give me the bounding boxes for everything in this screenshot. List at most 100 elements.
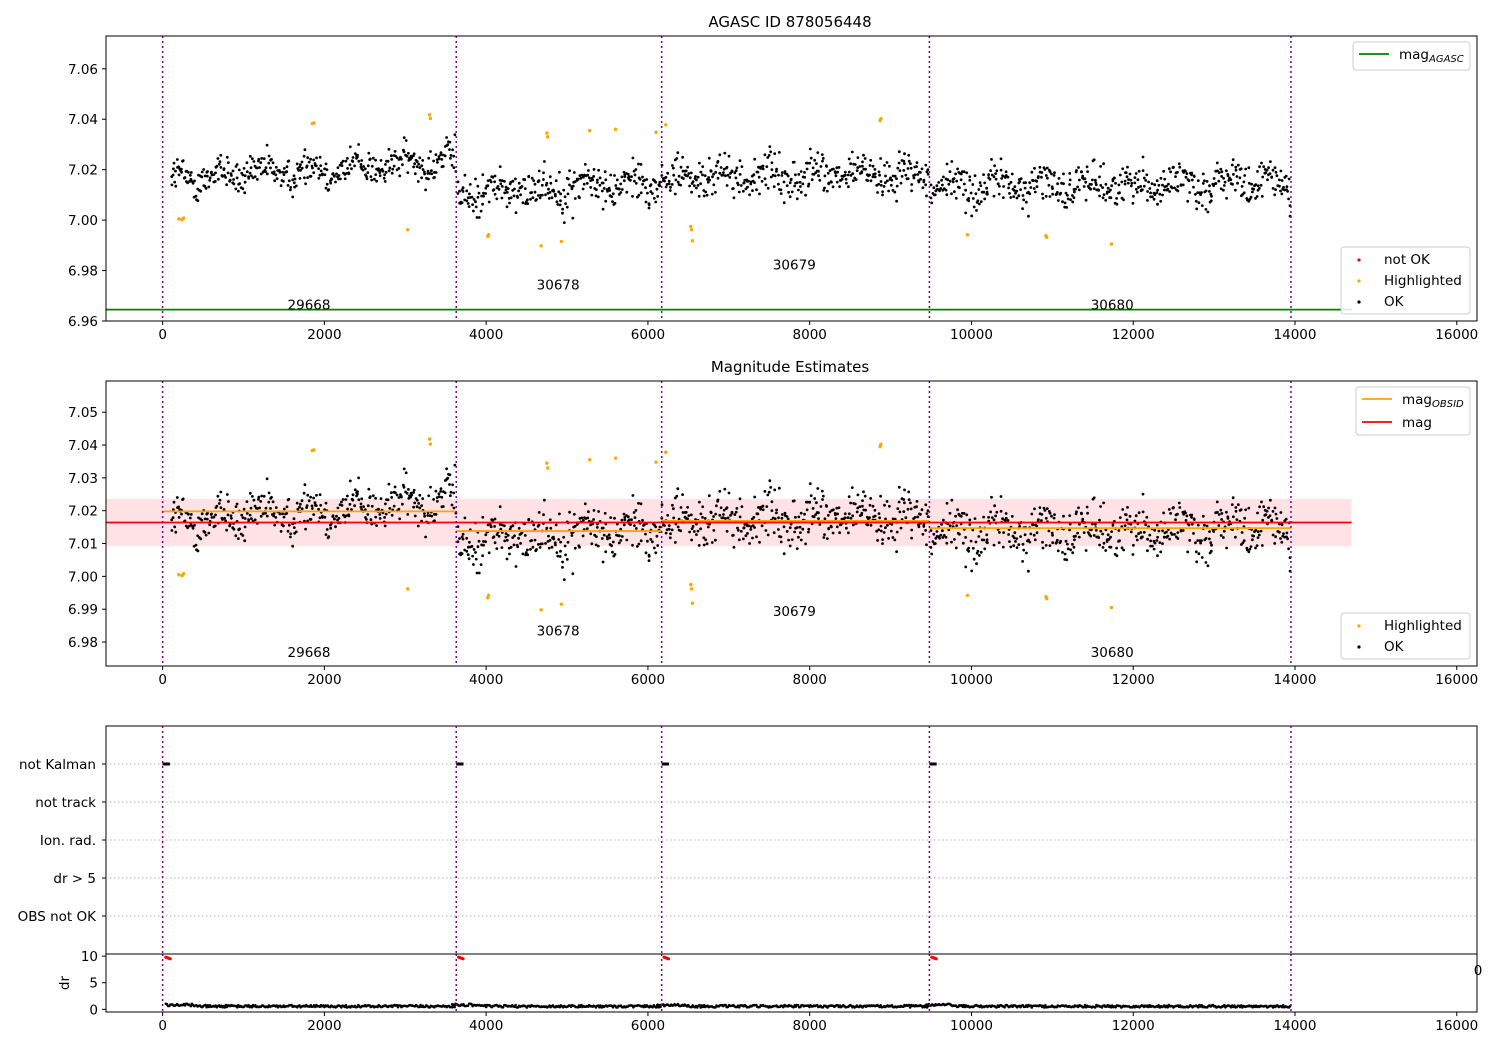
ok-point bbox=[1115, 197, 1118, 200]
ok-point bbox=[390, 158, 394, 161]
ok-point bbox=[763, 153, 767, 157]
ok-point bbox=[748, 542, 751, 545]
ok-point bbox=[734, 169, 738, 173]
ok-point bbox=[929, 529, 933, 532]
ok-point bbox=[799, 170, 803, 173]
ok-point bbox=[882, 185, 886, 188]
ok-point bbox=[401, 163, 404, 167]
ok-point bbox=[420, 164, 424, 168]
ok-point bbox=[552, 188, 555, 192]
ok-point bbox=[902, 510, 906, 513]
ok-point bbox=[1203, 523, 1206, 527]
ok-point bbox=[1133, 176, 1137, 180]
ok-point bbox=[468, 540, 471, 544]
ok-point bbox=[282, 167, 286, 170]
ok-point bbox=[930, 201, 934, 205]
ok-point bbox=[785, 515, 789, 518]
ok-point bbox=[1013, 531, 1017, 535]
ok-point bbox=[877, 170, 881, 174]
legend-obsid-label: magOBSID bbox=[1402, 392, 1464, 410]
ok-point bbox=[1285, 185, 1289, 189]
ok-point bbox=[843, 173, 847, 177]
ok-point bbox=[1184, 170, 1187, 173]
ok-point bbox=[601, 560, 605, 564]
ok-point bbox=[729, 514, 732, 517]
ok-point bbox=[999, 495, 1003, 498]
ok-point bbox=[992, 175, 996, 179]
ok-point bbox=[177, 173, 181, 177]
dr-point bbox=[651, 1006, 654, 1009]
ok-point bbox=[265, 143, 269, 147]
ok-point bbox=[977, 535, 981, 538]
ok-point bbox=[1033, 507, 1036, 511]
ok-point bbox=[196, 199, 200, 203]
ok-point bbox=[860, 511, 864, 515]
ok-point bbox=[529, 197, 532, 201]
ok-point bbox=[820, 489, 824, 493]
ok-point bbox=[441, 505, 445, 508]
ok-point bbox=[603, 170, 607, 174]
ok-point bbox=[1146, 199, 1149, 202]
ok-point bbox=[1019, 535, 1022, 538]
ok-point bbox=[863, 157, 867, 160]
ok-point bbox=[780, 174, 784, 177]
ok-point bbox=[323, 508, 326, 511]
ok-point bbox=[335, 172, 338, 176]
ok-point bbox=[1190, 522, 1194, 526]
ok-point bbox=[554, 543, 557, 547]
ok-point bbox=[1279, 169, 1283, 173]
ok-point bbox=[868, 503, 872, 507]
ok-point bbox=[426, 172, 430, 175]
ok-point bbox=[696, 184, 700, 187]
ok-point bbox=[265, 477, 269, 481]
ok-point bbox=[1194, 192, 1197, 196]
ok-point bbox=[573, 180, 577, 184]
ok-point bbox=[476, 195, 480, 199]
ok-point bbox=[1280, 523, 1284, 527]
ok-point bbox=[698, 500, 701, 504]
ok-point bbox=[467, 205, 471, 209]
highlighted-point bbox=[879, 117, 883, 121]
ok-point bbox=[289, 188, 292, 192]
ok-point bbox=[1208, 184, 1211, 188]
ok-point bbox=[1225, 546, 1228, 550]
ok-point bbox=[475, 571, 479, 575]
ok-point bbox=[540, 183, 544, 187]
highlighted-point bbox=[177, 573, 181, 577]
ok-point bbox=[279, 530, 283, 533]
ok-point bbox=[954, 514, 957, 518]
ok-point bbox=[826, 171, 830, 175]
ok-point bbox=[664, 531, 668, 535]
ok-point bbox=[1214, 182, 1218, 185]
ok-point bbox=[537, 511, 541, 514]
ok-point bbox=[493, 517, 497, 521]
ok-point bbox=[686, 174, 689, 178]
ok-point bbox=[1204, 189, 1208, 193]
ok-point bbox=[578, 196, 581, 200]
panel1-x-tick-label: 4000 bbox=[469, 327, 503, 343]
ok-point bbox=[189, 171, 193, 174]
ok-point bbox=[1038, 165, 1042, 169]
ok-point bbox=[711, 175, 714, 179]
ok-point bbox=[868, 173, 871, 177]
ok-point bbox=[672, 166, 675, 170]
ok-point bbox=[877, 182, 881, 186]
ok-point bbox=[835, 180, 839, 184]
ok-point bbox=[547, 534, 550, 538]
ok-point bbox=[1028, 540, 1032, 544]
ok-point bbox=[876, 191, 879, 194]
ok-point bbox=[665, 528, 669, 532]
ok-point bbox=[755, 535, 758, 539]
ok-point bbox=[493, 525, 496, 528]
ok-point bbox=[472, 198, 476, 201]
ok-point bbox=[715, 164, 718, 168]
ok-point bbox=[765, 165, 769, 169]
ok-point bbox=[495, 547, 499, 550]
ok-point bbox=[306, 156, 310, 160]
ok-point bbox=[742, 537, 745, 541]
ok-point bbox=[902, 498, 906, 501]
ok-point bbox=[793, 530, 796, 534]
ok-point bbox=[359, 502, 363, 506]
ok-point bbox=[1196, 539, 1200, 542]
